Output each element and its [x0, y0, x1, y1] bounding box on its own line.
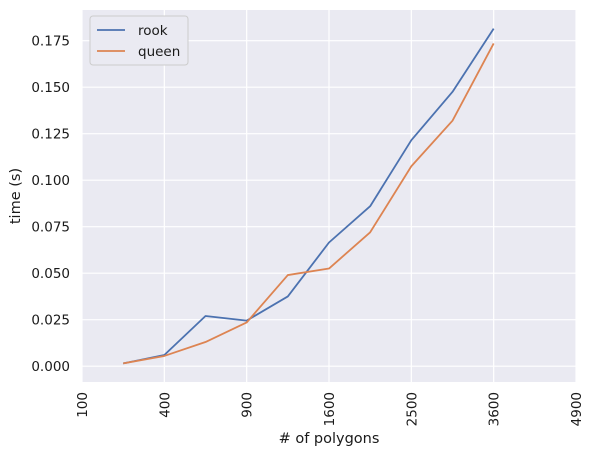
x-axis-label: # of polygons	[279, 431, 380, 447]
y-tick-label: 0.125	[31, 127, 70, 143]
y-tick-label: 0.150	[31, 80, 70, 96]
x-tick-labels: 100 400 900 1600 2500 3600 4900	[75, 392, 585, 426]
y-tick-label: 0.000	[31, 359, 70, 375]
legend-box	[89, 15, 189, 66]
x-tick-label: 400	[157, 392, 173, 418]
x-tick-label: 2500	[404, 392, 420, 426]
legend-label-queen: queen	[138, 44, 180, 60]
y-tick-label: 0.025	[31, 313, 70, 329]
series-line-rook	[122, 28, 495, 365]
x-tick-label: 4900	[569, 392, 585, 426]
legend: rook queen	[89, 15, 189, 66]
x-tick-label: 3600	[487, 392, 503, 426]
x-tick-label: 100	[75, 392, 91, 418]
series-lines	[122, 28, 495, 365]
legend-label-rook: rook	[138, 23, 168, 39]
y-tick-label: 0.175	[31, 34, 70, 50]
x-tick-label: 900	[240, 392, 256, 418]
y-tick-label: 0.100	[31, 173, 70, 189]
series-line-queen	[123, 43, 495, 365]
y-tick-label: 0.050	[31, 266, 70, 282]
x-tick-label: 1600	[322, 392, 338, 426]
y-tick-label: 0.075	[31, 220, 70, 236]
y-axis-label: time (s)	[8, 168, 24, 224]
y-tick-labels: 0.000 0.025 0.050 0.075 0.100 0.125 0.150 0.175	[31, 34, 70, 376]
